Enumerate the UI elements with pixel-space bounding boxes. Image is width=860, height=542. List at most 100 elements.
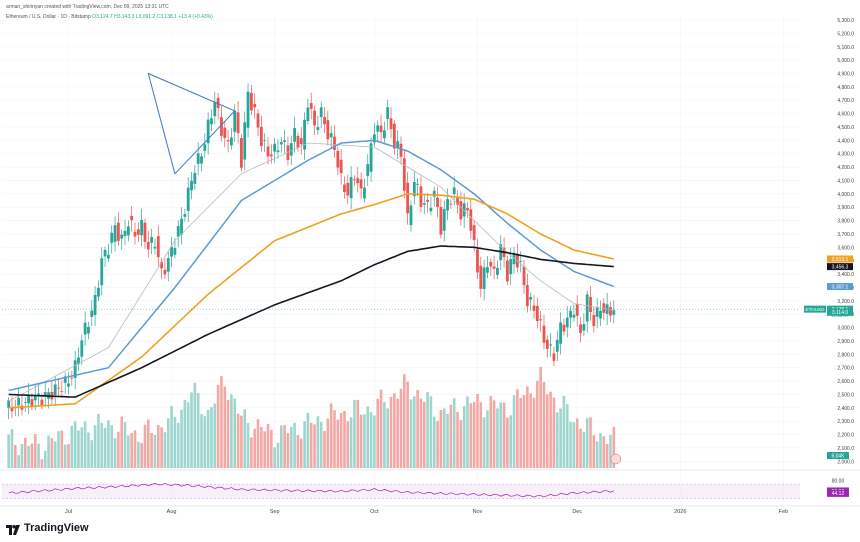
volume-bar xyxy=(462,406,466,468)
candle-body xyxy=(163,269,167,275)
candle-body xyxy=(37,393,40,396)
month-tick-label: 2026 xyxy=(674,509,686,515)
candle-body xyxy=(449,203,453,205)
volume-bar xyxy=(103,427,107,468)
volume-bar xyxy=(170,406,173,468)
candle-body xyxy=(293,128,296,142)
candle-body xyxy=(589,296,592,313)
volume-bar xyxy=(14,445,17,468)
price-tick-label: 2,400.0 xyxy=(837,406,854,412)
month-tick-label: Aug xyxy=(167,509,177,515)
candle-body xyxy=(309,103,313,109)
candle-body xyxy=(196,153,200,164)
rsi-tick-label: 44.12 xyxy=(832,491,845,497)
volume-bar xyxy=(346,421,350,468)
volume-bar xyxy=(87,432,90,468)
volume-bar xyxy=(442,408,446,468)
volume-bar xyxy=(303,421,306,468)
volume-bar xyxy=(80,427,84,468)
candle-body xyxy=(186,187,190,211)
price-tick-label: 3,200.0 xyxy=(837,299,854,305)
price-tick-label: 5,100.0 xyxy=(837,45,854,51)
price-tick-label: 3,400.0 xyxy=(837,272,854,278)
price-tick-label: 2,700.0 xyxy=(837,366,854,372)
price-tag xyxy=(827,263,853,271)
candle-body xyxy=(153,246,157,249)
volume-bar xyxy=(319,422,323,468)
moving-average-line-ma-mid xyxy=(8,139,615,392)
moving-average-line-ma-fast xyxy=(8,142,614,402)
candle-body xyxy=(146,241,150,250)
volume-bar xyxy=(83,421,87,468)
candle-body xyxy=(53,384,57,396)
candle-body xyxy=(273,143,277,152)
candle-body xyxy=(303,119,306,150)
candle-body xyxy=(223,127,227,138)
candle-body xyxy=(180,218,183,235)
price-tag-label: 3,513.1 xyxy=(832,257,849,263)
candle-body xyxy=(376,125,380,132)
candle-body xyxy=(343,184,346,193)
volume-bar xyxy=(20,443,24,468)
candle-body xyxy=(249,93,253,111)
volume-bar xyxy=(193,382,197,468)
price-tick-label: 4,000.0 xyxy=(837,192,854,198)
volume-bar xyxy=(216,385,220,468)
volume-bar xyxy=(27,445,30,468)
volume-bar xyxy=(612,426,616,468)
candle-body xyxy=(313,110,316,126)
candle-body xyxy=(233,110,237,132)
candle-body xyxy=(496,267,499,275)
candle-body xyxy=(83,322,87,335)
volume-bar xyxy=(429,396,433,468)
price-tick-label: 4,700.0 xyxy=(837,98,854,104)
candle-body xyxy=(353,179,356,181)
rsi-tag xyxy=(827,489,849,497)
candle-body xyxy=(276,150,280,153)
candle-body xyxy=(529,296,533,300)
candle-body xyxy=(565,317,569,328)
candle-body xyxy=(333,136,336,150)
candle-body xyxy=(373,134,376,143)
candle-body xyxy=(406,182,410,214)
candle-body xyxy=(539,319,543,321)
candle-body xyxy=(426,199,429,202)
candle-body xyxy=(93,294,97,316)
volume-bar xyxy=(289,426,293,468)
volume-bar xyxy=(399,388,403,468)
candle-body xyxy=(176,226,180,237)
volume-bar xyxy=(53,441,57,468)
price-tick-label: 3,700.0 xyxy=(837,232,854,238)
volume-bar xyxy=(376,398,380,468)
candle-body xyxy=(602,303,606,313)
volume-bar xyxy=(233,398,237,468)
volume-bar xyxy=(196,392,200,468)
candle-body xyxy=(549,344,553,346)
volume-bar xyxy=(459,420,463,468)
volume-bar xyxy=(519,398,522,468)
volume-bar xyxy=(439,409,443,468)
candle-body xyxy=(572,314,576,318)
volume-bar xyxy=(293,422,296,468)
volume-bar xyxy=(343,410,346,468)
candle-body xyxy=(522,266,526,286)
volume-bar xyxy=(403,374,406,468)
volume-bar xyxy=(569,421,572,468)
candle-body xyxy=(140,219,144,236)
price-tick-label: 2,800.0 xyxy=(837,352,854,358)
volume-bar xyxy=(609,435,612,468)
candle-body xyxy=(609,307,612,316)
month-tick-label: Dec xyxy=(572,509,582,515)
candle-body xyxy=(316,127,320,131)
candle-body xyxy=(386,107,390,119)
candle-body xyxy=(486,267,489,273)
candle-body xyxy=(253,103,257,108)
volume-bar xyxy=(140,443,143,468)
volume-bar xyxy=(183,400,187,468)
volume-bar xyxy=(30,443,34,468)
price-tag xyxy=(827,255,853,263)
volume-bar xyxy=(23,437,27,468)
candle-body xyxy=(27,394,30,404)
volume-bar xyxy=(7,434,10,468)
